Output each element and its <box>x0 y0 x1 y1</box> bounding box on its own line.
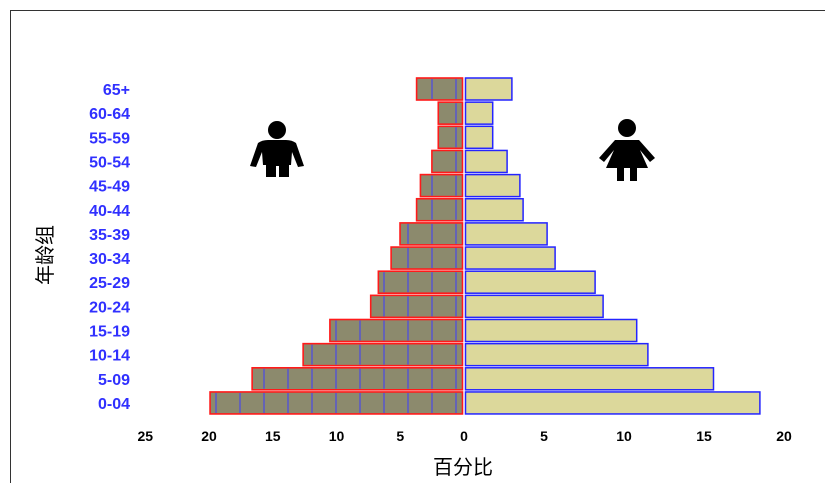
bar-left-5-09 <box>251 366 464 391</box>
right-bars-group <box>464 77 761 415</box>
bar-left-45-49 <box>419 173 464 198</box>
age-group-label-35-39: 35-39 <box>89 227 130 244</box>
age-group-label-50-54: 50-54 <box>89 154 130 171</box>
bar-left-20-24 <box>369 294 464 319</box>
male-icon <box>250 121 304 177</box>
bar-right-35-39 <box>464 222 548 246</box>
bar-right-20-24 <box>464 294 604 319</box>
female-icon-head <box>618 119 636 137</box>
male-icon-body <box>250 140 304 177</box>
y-axis-title: 年龄组 <box>33 225 57 285</box>
female-icon-right-leg <box>630 166 637 181</box>
bar-left-15-19 <box>329 318 464 343</box>
male-icon-head <box>268 121 286 139</box>
bar-right-25-29 <box>464 270 596 294</box>
bar-left-10-14 <box>302 342 464 367</box>
x-axis-title: 百分比 <box>433 455 493 479</box>
x-tick-right-15: 15 <box>696 428 712 444</box>
bar-right-15-19 <box>464 318 638 343</box>
bar-right-40-44 <box>464 198 524 222</box>
bar-right-50-54 <box>464 149 508 174</box>
age-group-label-10-14: 10-14 <box>89 348 130 365</box>
x-tick-left-25: 25 <box>137 428 153 444</box>
bar-right-0-04 <box>464 391 761 415</box>
age-group-label-40-44: 40-44 <box>89 203 130 220</box>
x-tick-left-0: 0 <box>460 428 468 444</box>
age-group-labels: 65+ 60-64 55-59 50-54 45-49 40-44 35-39 30-34 25… <box>89 82 130 413</box>
age-group-label-25-29: 25-29 <box>89 275 130 292</box>
bar-left-50-54 <box>431 149 464 174</box>
age-group-label-55-59: 55-59 <box>89 130 130 147</box>
age-group-label-30-34: 30-34 <box>89 251 130 268</box>
x-tick-left-10: 10 <box>329 428 345 444</box>
bar-left-30-34 <box>390 246 464 270</box>
x-tick-right-20: 20 <box>776 428 792 444</box>
bar-left-40-44 <box>415 197 464 222</box>
left-bars-group <box>209 77 464 415</box>
bar-right-65-plus <box>464 77 513 101</box>
age-group-label-5-09: 5-09 <box>98 372 130 389</box>
x-tick-left-15: 15 <box>265 428 281 444</box>
age-group-label-20-24: 20-24 <box>89 299 130 316</box>
x-tick-left-20: 20 <box>201 428 217 444</box>
bar-left-60-64 <box>437 101 464 125</box>
bar-right-5-09 <box>464 367 715 391</box>
female-icon <box>599 119 655 181</box>
x-tick-right-5: 5 <box>540 428 548 444</box>
bar-left-25-29 <box>377 270 464 295</box>
x-tick-right-10: 10 <box>616 428 632 444</box>
bar-left-35-39 <box>399 222 464 246</box>
age-group-label-15-19: 15-19 <box>89 324 130 341</box>
bar-right-30-34 <box>464 246 556 270</box>
age-group-label-0-04: 0-04 <box>98 396 130 413</box>
age-group-label-45-49: 45-49 <box>89 179 130 196</box>
x-tick-labels: 25 20 15 10 5 0 5 10 15 20 <box>137 428 792 444</box>
bar-right-60-64 <box>464 101 494 125</box>
female-icon-left-leg <box>617 166 624 181</box>
x-tick-left-5: 5 <box>396 428 404 444</box>
age-group-label-60-64: 60-64 <box>89 106 130 123</box>
bar-right-10-14 <box>464 342 649 367</box>
bar-left-65-plus <box>415 77 464 101</box>
age-group-label-65-plus: 65+ <box>103 82 130 99</box>
bar-left-55-59 <box>437 125 464 150</box>
female-icon-dress <box>599 140 655 168</box>
bar-right-55-59 <box>464 125 494 150</box>
bar-right-45-49 <box>464 173 521 198</box>
